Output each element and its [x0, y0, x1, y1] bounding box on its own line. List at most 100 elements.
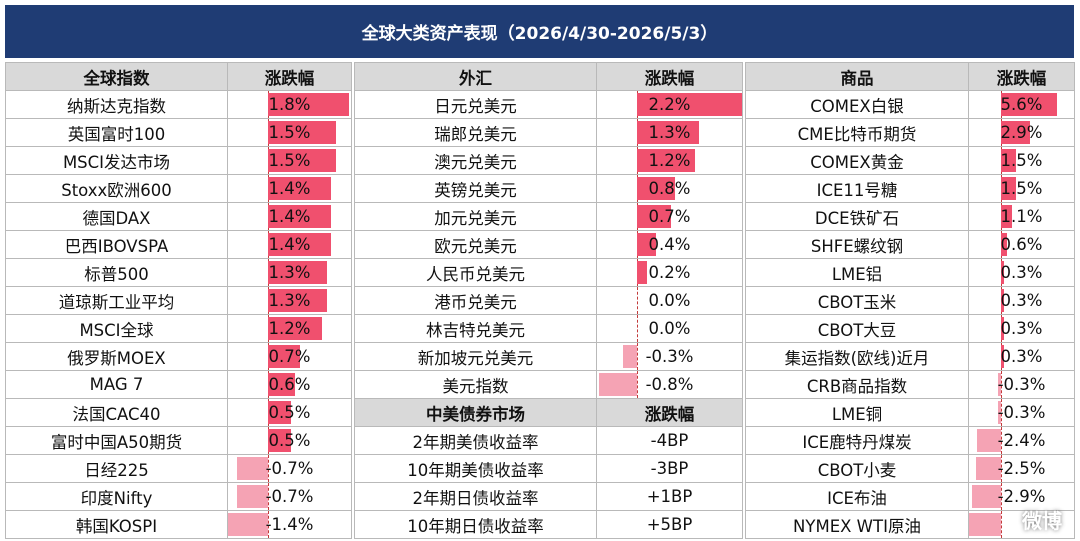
change-value: 1.3%: [268, 263, 311, 282]
table-row: 巴西IBOVSPA 1.4%: [5, 230, 352, 259]
change-cell: 1.3%: [227, 258, 352, 287]
change-cell: -0.8%: [596, 370, 743, 399]
asset-name: 法国CAC40: [5, 398, 228, 427]
change-cell: 0.3%: [968, 286, 1075, 315]
table-row: 韩国KOSPI -1.4%: [5, 510, 352, 539]
change-cell: 2.2%: [596, 90, 743, 119]
column-header-change: 涨跌幅: [596, 62, 743, 91]
asset-name: Stoxx欧洲600: [5, 174, 228, 203]
change-cell: 1.1%: [968, 202, 1075, 231]
asset-name: MSCI全球: [5, 314, 228, 343]
change-bar: [268, 149, 336, 172]
table-row: 澳元兑美元 1.2%: [354, 146, 743, 175]
column-header-row: 商品 涨跌幅: [745, 62, 1075, 91]
table-row: 富时中国A50期货 0.5%: [5, 426, 352, 455]
asset-name: ICE布油: [745, 482, 969, 511]
global-indices-body: 全球指数 涨跌幅 纳斯达克指数 1.8% 英国富时100 1.5% MSCI发达市场 1.5%…: [5, 62, 352, 539]
table-row: 集运指数(欧线)近月 0.3%: [745, 342, 1075, 371]
zero-line: [1001, 371, 1002, 398]
column-header-name: 外汇: [354, 62, 597, 91]
column-header-change: 涨跌幅: [227, 62, 352, 91]
change-cell: 0.6%: [968, 230, 1075, 259]
watermark-logo: 微博: [1022, 508, 1062, 533]
asset-name: 10年期日债收益率: [354, 510, 597, 539]
change-value: -0.7%: [265, 459, 314, 478]
asset-name: 欧元兑美元: [354, 230, 597, 259]
asset-name: COMEX黄金: [745, 146, 969, 175]
column-header-change: 涨跌幅: [596, 398, 743, 427]
zero-line: [1001, 455, 1002, 482]
change-value: 0.3%: [1000, 347, 1043, 366]
table-row: 道琼斯工业平均 1.3%: [5, 286, 352, 315]
asset-name: CBOT玉米: [745, 286, 969, 315]
asset-name: 英镑兑美元: [354, 174, 597, 203]
asset-name: 集运指数(欧线)近月: [745, 342, 969, 371]
table-row: CRB商品指数 -0.3%: [745, 370, 1075, 399]
change-bar: [637, 205, 671, 228]
change-value: -3BP: [650, 459, 689, 478]
column-header-row: 外汇 涨跌幅: [354, 62, 743, 91]
table-row: 日经225 -0.7%: [5, 454, 352, 483]
change-value: 0.3%: [1000, 319, 1043, 338]
table-row: 10年期日债收益率 +5BP: [354, 510, 743, 539]
change-value: 1.2%: [648, 151, 691, 170]
change-bar: [998, 401, 1001, 424]
change-bar: [622, 345, 637, 368]
change-cell: -0.7%: [227, 482, 352, 511]
change-cell: 1.2%: [596, 146, 743, 175]
change-cell: 2.9%: [968, 118, 1075, 147]
change-bar: [268, 205, 331, 228]
change-value: 1.5%: [1000, 179, 1043, 198]
zero-line: [637, 315, 638, 342]
asset-name: CRB商品指数: [745, 370, 969, 399]
change-value: 2.9%: [1000, 123, 1043, 142]
change-value: -0.7%: [265, 487, 314, 506]
asset-name: LME铝: [745, 258, 969, 287]
table-row: Stoxx欧洲600 1.4%: [5, 174, 352, 203]
change-bar: [977, 429, 1001, 452]
zero-line: [268, 511, 269, 538]
change-bar: [1001, 149, 1016, 172]
change-value: -2.9%: [997, 487, 1046, 506]
zero-line: [1001, 483, 1002, 510]
change-cell: 0.3%: [968, 258, 1075, 287]
change-bar: [268, 289, 327, 312]
change-bar: [1001, 289, 1004, 312]
table-row: LME铜 -0.3%: [745, 398, 1075, 427]
change-cell: 1.3%: [596, 118, 743, 147]
change-cell: 1.8%: [227, 90, 352, 119]
change-value: 0.3%: [1000, 263, 1043, 282]
asset-name: 标普500: [5, 258, 228, 287]
change-value: -0.3%: [645, 347, 694, 366]
table-row: 2年期日债收益率 +1BP: [354, 482, 743, 511]
change-value: 1.3%: [268, 291, 311, 310]
change-bar: [268, 121, 336, 144]
change-bar: [1001, 177, 1016, 200]
column-header-row: 全球指数 涨跌幅: [5, 62, 352, 91]
table-row: 欧元兑美元 0.4%: [354, 230, 743, 259]
asset-name: ICE鹿特丹煤炭: [745, 426, 969, 455]
change-bar: [1001, 93, 1057, 116]
change-value: 0.3%: [1000, 291, 1043, 310]
asset-name: 富时中国A50期货: [5, 426, 228, 455]
asset-name: 澳元兑美元: [354, 146, 597, 175]
asset-name: SHFE螺纹钢: [745, 230, 969, 259]
table-row: 新加坡元兑美元 -0.3%: [354, 342, 743, 371]
zero-line: [637, 371, 638, 398]
asset-name: 人民币兑美元: [354, 258, 597, 287]
asset-name: COMEX白银: [745, 90, 969, 119]
change-bar: [1001, 233, 1007, 256]
zero-line: [1001, 427, 1002, 454]
change-bar: [637, 177, 676, 200]
table-row: 俄罗斯MOEX 0.7%: [5, 342, 352, 371]
change-cell: 1.3%: [227, 286, 352, 315]
change-cell: 0.7%: [596, 202, 743, 231]
change-value: -0.3%: [997, 403, 1046, 422]
change-value: 0.4%: [648, 235, 691, 254]
change-value: 0.7%: [648, 207, 691, 226]
change-value: 0.0%: [648, 291, 691, 310]
table-row: 2年期美债收益率 -4BP: [354, 426, 743, 455]
asset-name: 道琼斯工业平均: [5, 286, 228, 315]
asset-name: 英国富时100: [5, 118, 228, 147]
change-cell: -0.3%: [596, 342, 743, 371]
